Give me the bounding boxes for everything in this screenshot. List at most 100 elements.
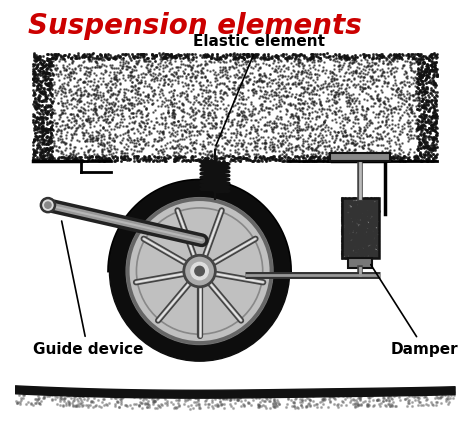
Point	[353, 210, 360, 217]
Point	[367, 235, 374, 242]
Point	[245, 52, 253, 59]
Point	[417, 131, 424, 138]
Point	[421, 104, 428, 111]
Point	[417, 138, 424, 146]
Point	[341, 254, 348, 261]
Point	[223, 90, 230, 97]
Point	[370, 210, 378, 217]
Point	[420, 129, 428, 136]
Point	[356, 225, 364, 232]
Point	[294, 131, 302, 138]
Point	[419, 84, 427, 91]
Point	[92, 401, 100, 408]
Point	[67, 91, 75, 98]
Point	[125, 120, 133, 127]
Point	[417, 157, 424, 164]
Point	[89, 141, 96, 148]
Point	[208, 119, 215, 126]
Point	[97, 388, 104, 395]
Point	[273, 68, 281, 75]
Point	[279, 72, 286, 79]
Point	[62, 92, 70, 99]
Point	[368, 225, 375, 232]
Point	[86, 70, 93, 77]
Point	[133, 390, 141, 397]
Point	[299, 153, 307, 161]
Point	[379, 52, 387, 60]
Point	[362, 247, 369, 254]
Point	[54, 51, 61, 58]
Point	[133, 61, 141, 68]
Point	[410, 75, 417, 82]
Point	[413, 50, 421, 57]
Point	[365, 251, 373, 258]
Point	[374, 205, 381, 212]
Point	[338, 228, 346, 235]
Point	[373, 129, 381, 136]
Point	[352, 211, 359, 218]
Point	[365, 221, 373, 228]
Point	[242, 147, 250, 154]
Point	[189, 55, 196, 62]
Point	[369, 223, 376, 230]
Point	[347, 396, 355, 404]
Point	[281, 126, 289, 133]
Point	[328, 392, 336, 399]
Point	[356, 78, 364, 85]
Point	[43, 56, 51, 64]
Point	[363, 239, 371, 246]
Point	[108, 87, 115, 94]
Point	[292, 118, 299, 125]
Point	[151, 397, 159, 404]
Point	[99, 116, 107, 123]
Point	[122, 141, 130, 148]
Point	[187, 77, 195, 84]
Point	[369, 209, 377, 216]
Point	[58, 102, 65, 109]
Point	[352, 241, 359, 248]
Point	[349, 70, 357, 77]
Point	[128, 146, 135, 153]
Point	[301, 127, 309, 134]
Point	[45, 69, 53, 76]
Point	[369, 236, 377, 243]
Point	[352, 246, 360, 253]
Point	[59, 388, 67, 395]
Point	[357, 227, 365, 234]
Point	[231, 143, 238, 150]
Point	[251, 53, 258, 60]
Point	[122, 62, 130, 69]
Point	[198, 89, 206, 96]
Point	[390, 51, 398, 58]
Point	[351, 399, 359, 406]
Point	[338, 224, 346, 231]
Point	[418, 83, 426, 90]
Point	[24, 389, 31, 396]
Point	[365, 199, 373, 206]
Point	[307, 53, 315, 60]
Point	[366, 248, 374, 255]
Point	[90, 50, 97, 57]
Point	[101, 51, 109, 58]
Point	[255, 83, 262, 90]
Point	[432, 111, 440, 118]
Point	[431, 394, 439, 401]
Point	[79, 58, 86, 65]
Point	[367, 211, 374, 218]
Point	[295, 144, 303, 151]
Point	[130, 55, 138, 62]
Point	[69, 134, 76, 141]
Point	[151, 397, 158, 404]
Point	[220, 105, 228, 112]
Point	[52, 67, 60, 74]
Point	[216, 154, 224, 161]
Point	[155, 153, 162, 161]
Point	[235, 156, 242, 163]
Point	[420, 69, 428, 76]
Point	[368, 241, 376, 248]
Point	[192, 54, 200, 61]
Point	[170, 52, 178, 60]
Point	[35, 114, 42, 121]
Point	[242, 391, 250, 398]
Point	[371, 242, 379, 249]
